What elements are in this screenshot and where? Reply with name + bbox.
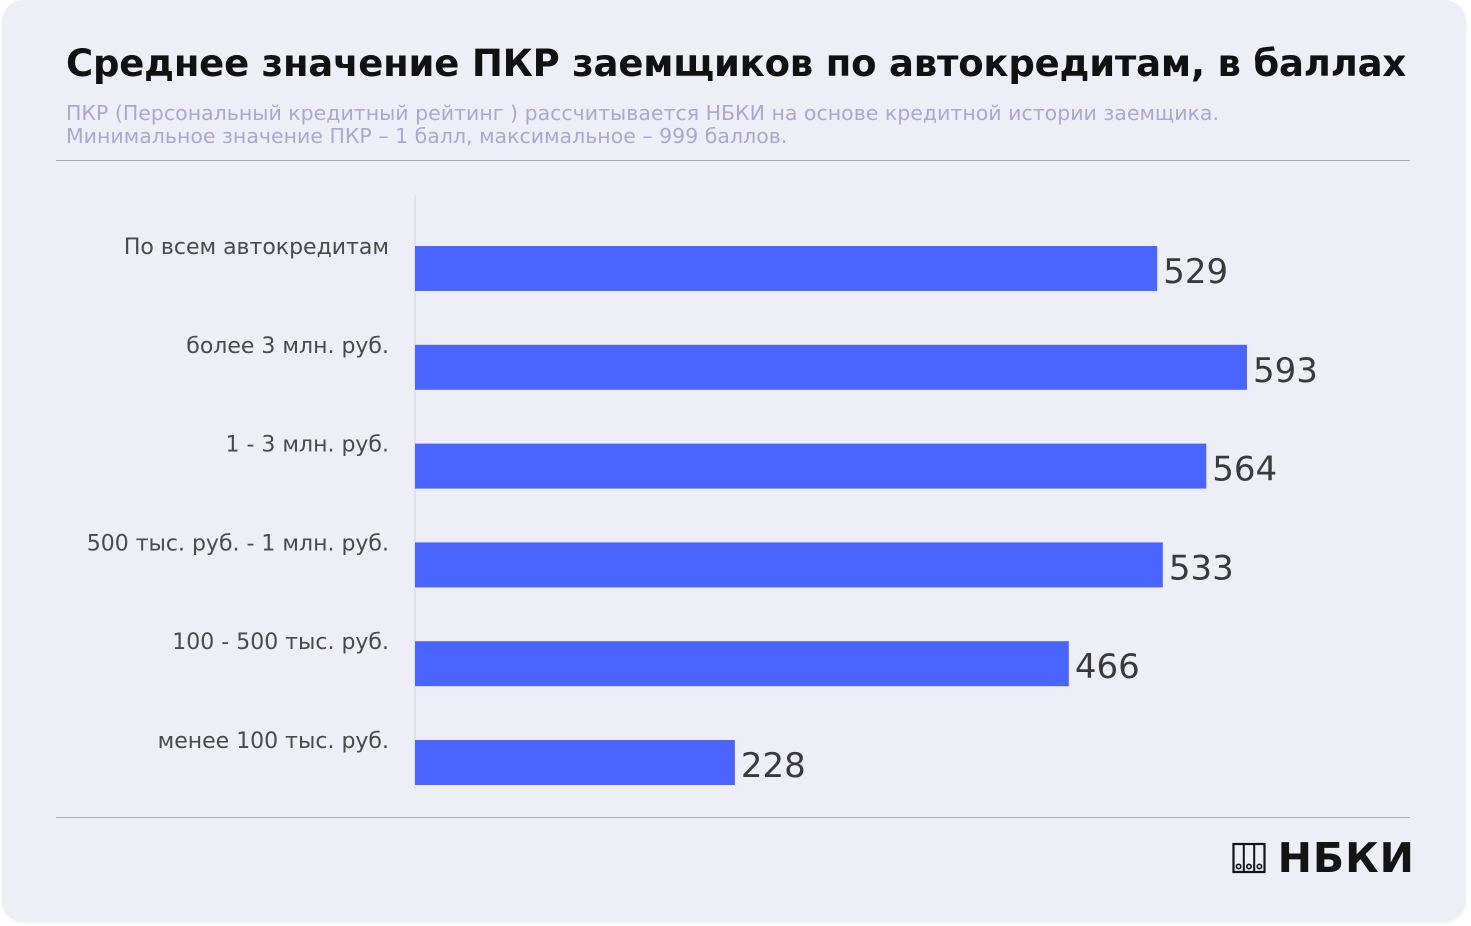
bar: [415, 542, 1163, 588]
category-label: 100 - 500 тыс. руб.: [172, 630, 389, 655]
top-divider: [56, 160, 1410, 161]
value-label: 228: [741, 746, 806, 786]
bar: [415, 641, 1069, 687]
category-label: менее 100 тыс. руб.: [158, 729, 389, 754]
value-label: 564: [1212, 450, 1277, 490]
subtitle-line-2: Минимальное значение ПКР – 1 балл, макси…: [66, 124, 788, 148]
value-label: 529: [1163, 252, 1228, 292]
bar: [415, 246, 1158, 291]
logo-text: НБКИ: [1277, 834, 1415, 882]
chart-subtitle: ПКР (Персональный кредитный рейтинг ) ра…: [66, 102, 1219, 148]
value-label: 533: [1169, 548, 1234, 588]
chart-title: Среднее значение ПКР заемщиков по автокр…: [66, 42, 1407, 85]
nbki-logo: НБКИ: [1232, 836, 1415, 880]
nbki-logo-icon: [1232, 842, 1266, 874]
bar: [415, 443, 1207, 489]
category-label: По всем автокредитам: [124, 235, 389, 260]
bar: [415, 740, 735, 785]
category-label: более 3 млн. руб.: [186, 334, 389, 359]
bottom-divider: [56, 817, 1410, 818]
bar: [415, 344, 1247, 390]
category-label: 500 тыс. руб. - 1 млн. руб.: [87, 531, 389, 556]
value-label: 466: [1075, 647, 1140, 687]
category-label: 1 - 3 млн. руб.: [226, 433, 390, 458]
subtitle-line-1: ПКР (Персональный кредитный рейтинг ) ра…: [66, 101, 1220, 125]
value-label: 593: [1253, 351, 1318, 391]
